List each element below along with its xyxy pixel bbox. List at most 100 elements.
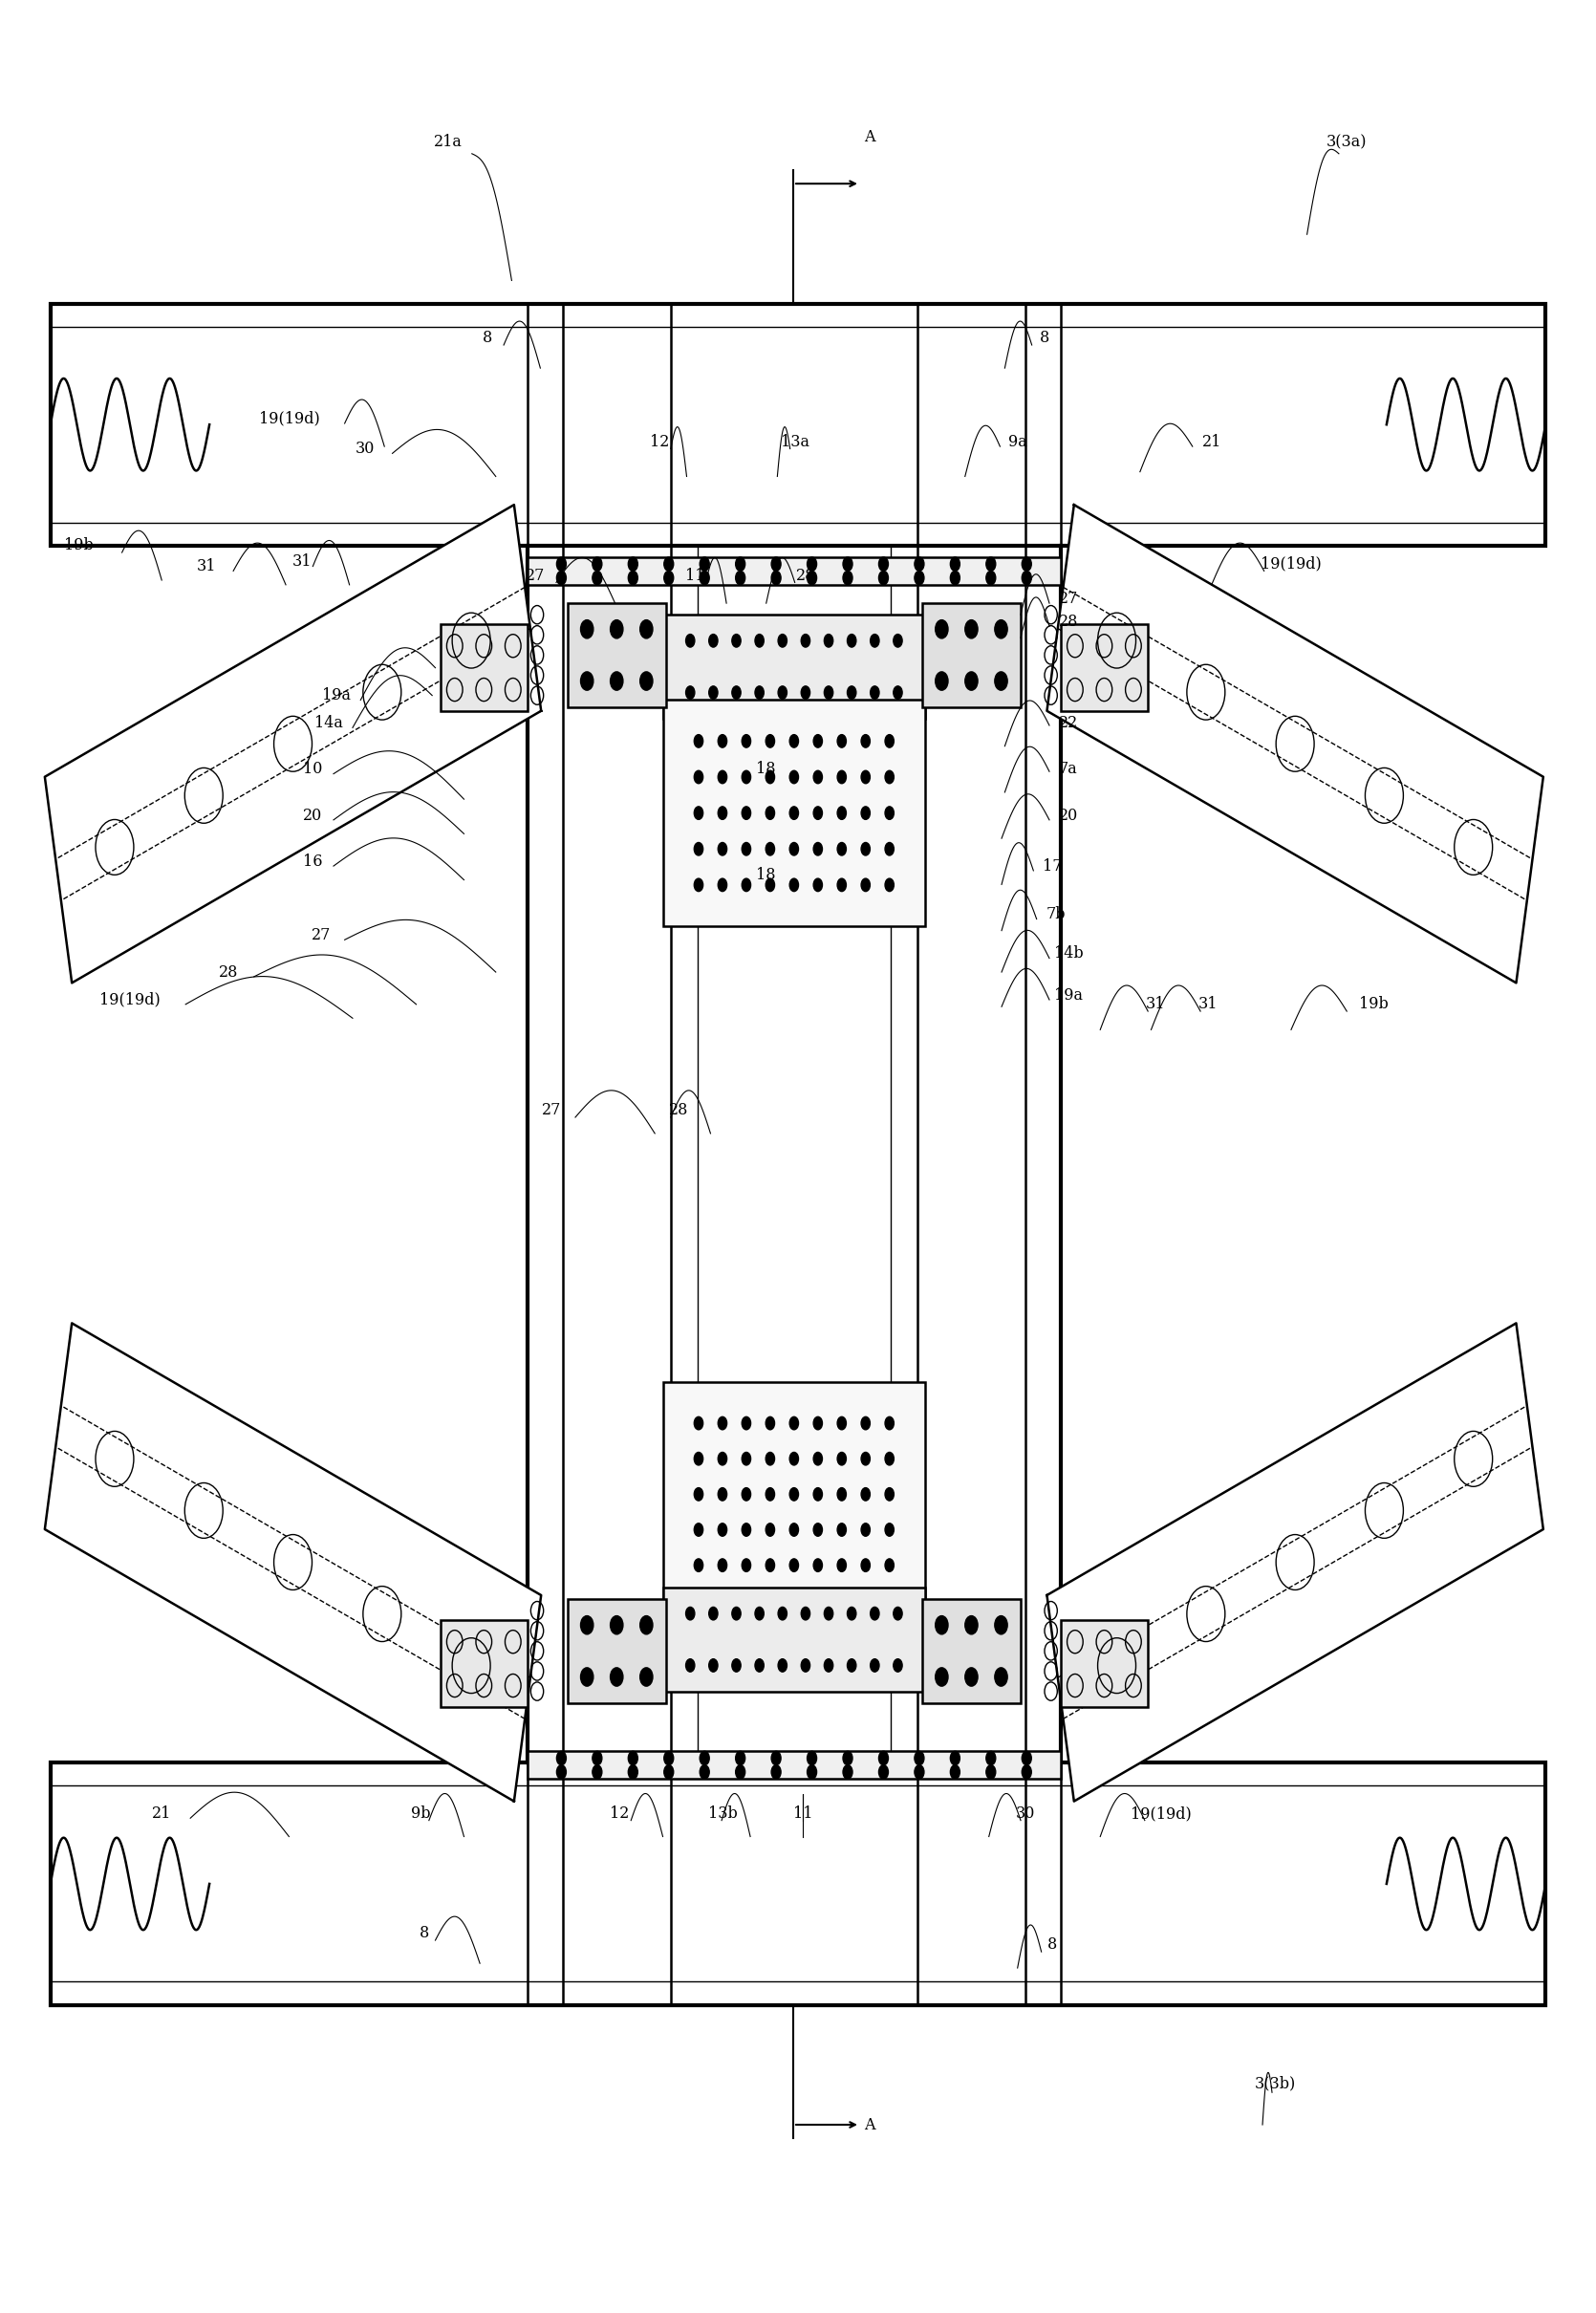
Circle shape: [838, 807, 846, 819]
Text: 8: 8: [420, 1924, 429, 1941]
Circle shape: [915, 1751, 924, 1765]
Circle shape: [986, 571, 996, 585]
Circle shape: [718, 1524, 726, 1536]
Circle shape: [950, 1751, 959, 1765]
Circle shape: [994, 671, 1007, 689]
Circle shape: [935, 671, 948, 689]
Circle shape: [718, 807, 726, 819]
Circle shape: [629, 557, 638, 571]
Text: 9a: 9a: [1009, 435, 1026, 451]
Circle shape: [629, 1751, 638, 1765]
Bar: [567, 604, 666, 708]
Circle shape: [766, 1418, 774, 1429]
Circle shape: [742, 807, 750, 819]
Text: A: A: [863, 130, 875, 146]
Circle shape: [790, 879, 798, 891]
Bar: [1060, 1619, 1148, 1707]
Circle shape: [838, 1453, 846, 1464]
Circle shape: [886, 1453, 894, 1464]
Circle shape: [664, 571, 674, 585]
Text: 27: 27: [311, 928, 330, 944]
Circle shape: [718, 1487, 726, 1501]
Circle shape: [894, 634, 902, 648]
Circle shape: [610, 671, 622, 689]
Text: 31: 31: [1146, 997, 1165, 1013]
Circle shape: [557, 557, 567, 571]
Circle shape: [814, 770, 822, 784]
Circle shape: [966, 1617, 978, 1635]
Circle shape: [766, 736, 774, 747]
Circle shape: [742, 1418, 750, 1429]
Circle shape: [742, 1487, 750, 1501]
Circle shape: [847, 1658, 855, 1672]
Circle shape: [824, 687, 833, 699]
Circle shape: [709, 634, 718, 648]
Circle shape: [694, 1524, 702, 1536]
Text: 28: 28: [219, 965, 238, 981]
Circle shape: [733, 687, 741, 699]
Polygon shape: [45, 504, 541, 983]
Circle shape: [592, 1765, 602, 1779]
Circle shape: [838, 736, 846, 747]
Circle shape: [838, 1524, 846, 1536]
Text: 10: 10: [303, 761, 322, 777]
Text: 19a: 19a: [322, 687, 351, 703]
Text: 28: 28: [1058, 613, 1079, 629]
Text: 8: 8: [1039, 331, 1050, 347]
Circle shape: [771, 1751, 780, 1765]
Circle shape: [966, 620, 978, 638]
Circle shape: [847, 1608, 855, 1619]
Text: 19(19d): 19(19d): [1261, 555, 1321, 571]
Text: 3(3b): 3(3b): [1254, 2075, 1296, 2091]
Circle shape: [862, 842, 870, 856]
Circle shape: [766, 1487, 774, 1501]
Circle shape: [742, 842, 750, 856]
Circle shape: [814, 1487, 822, 1501]
Text: 9b: 9b: [412, 1806, 431, 1823]
Circle shape: [879, 571, 889, 585]
Text: 30: 30: [356, 442, 375, 458]
Circle shape: [894, 1658, 902, 1672]
Circle shape: [581, 671, 594, 689]
Circle shape: [862, 736, 870, 747]
Bar: [440, 1619, 528, 1707]
Circle shape: [592, 557, 602, 571]
Circle shape: [886, 842, 894, 856]
Circle shape: [610, 1668, 622, 1686]
Circle shape: [742, 770, 750, 784]
Circle shape: [766, 1453, 774, 1464]
Circle shape: [814, 1418, 822, 1429]
Text: 13b: 13b: [709, 1806, 737, 1823]
Bar: [567, 1598, 666, 1702]
Circle shape: [694, 842, 702, 856]
Circle shape: [686, 634, 694, 648]
Text: 11: 11: [793, 1806, 812, 1823]
Circle shape: [755, 1658, 764, 1672]
Circle shape: [790, 1487, 798, 1501]
Circle shape: [862, 879, 870, 891]
Circle shape: [790, 842, 798, 856]
Circle shape: [694, 1487, 702, 1501]
Circle shape: [699, 557, 709, 571]
Circle shape: [886, 1418, 894, 1429]
Circle shape: [755, 687, 764, 699]
Circle shape: [814, 1453, 822, 1464]
Text: 8: 8: [484, 331, 493, 347]
Text: 19(19d): 19(19d): [259, 412, 319, 428]
Circle shape: [824, 634, 833, 648]
Circle shape: [592, 1751, 602, 1765]
Circle shape: [581, 1668, 594, 1686]
Circle shape: [935, 1668, 948, 1686]
Circle shape: [986, 1765, 996, 1779]
Circle shape: [1021, 1751, 1031, 1765]
Circle shape: [843, 1765, 852, 1779]
Circle shape: [935, 620, 948, 638]
Bar: [922, 1598, 1021, 1702]
Circle shape: [694, 1453, 702, 1464]
Text: 7b: 7b: [1045, 907, 1066, 923]
Circle shape: [886, 770, 894, 784]
Text: 27: 27: [541, 1103, 562, 1119]
Circle shape: [718, 736, 726, 747]
Circle shape: [742, 1453, 750, 1464]
Circle shape: [870, 687, 879, 699]
